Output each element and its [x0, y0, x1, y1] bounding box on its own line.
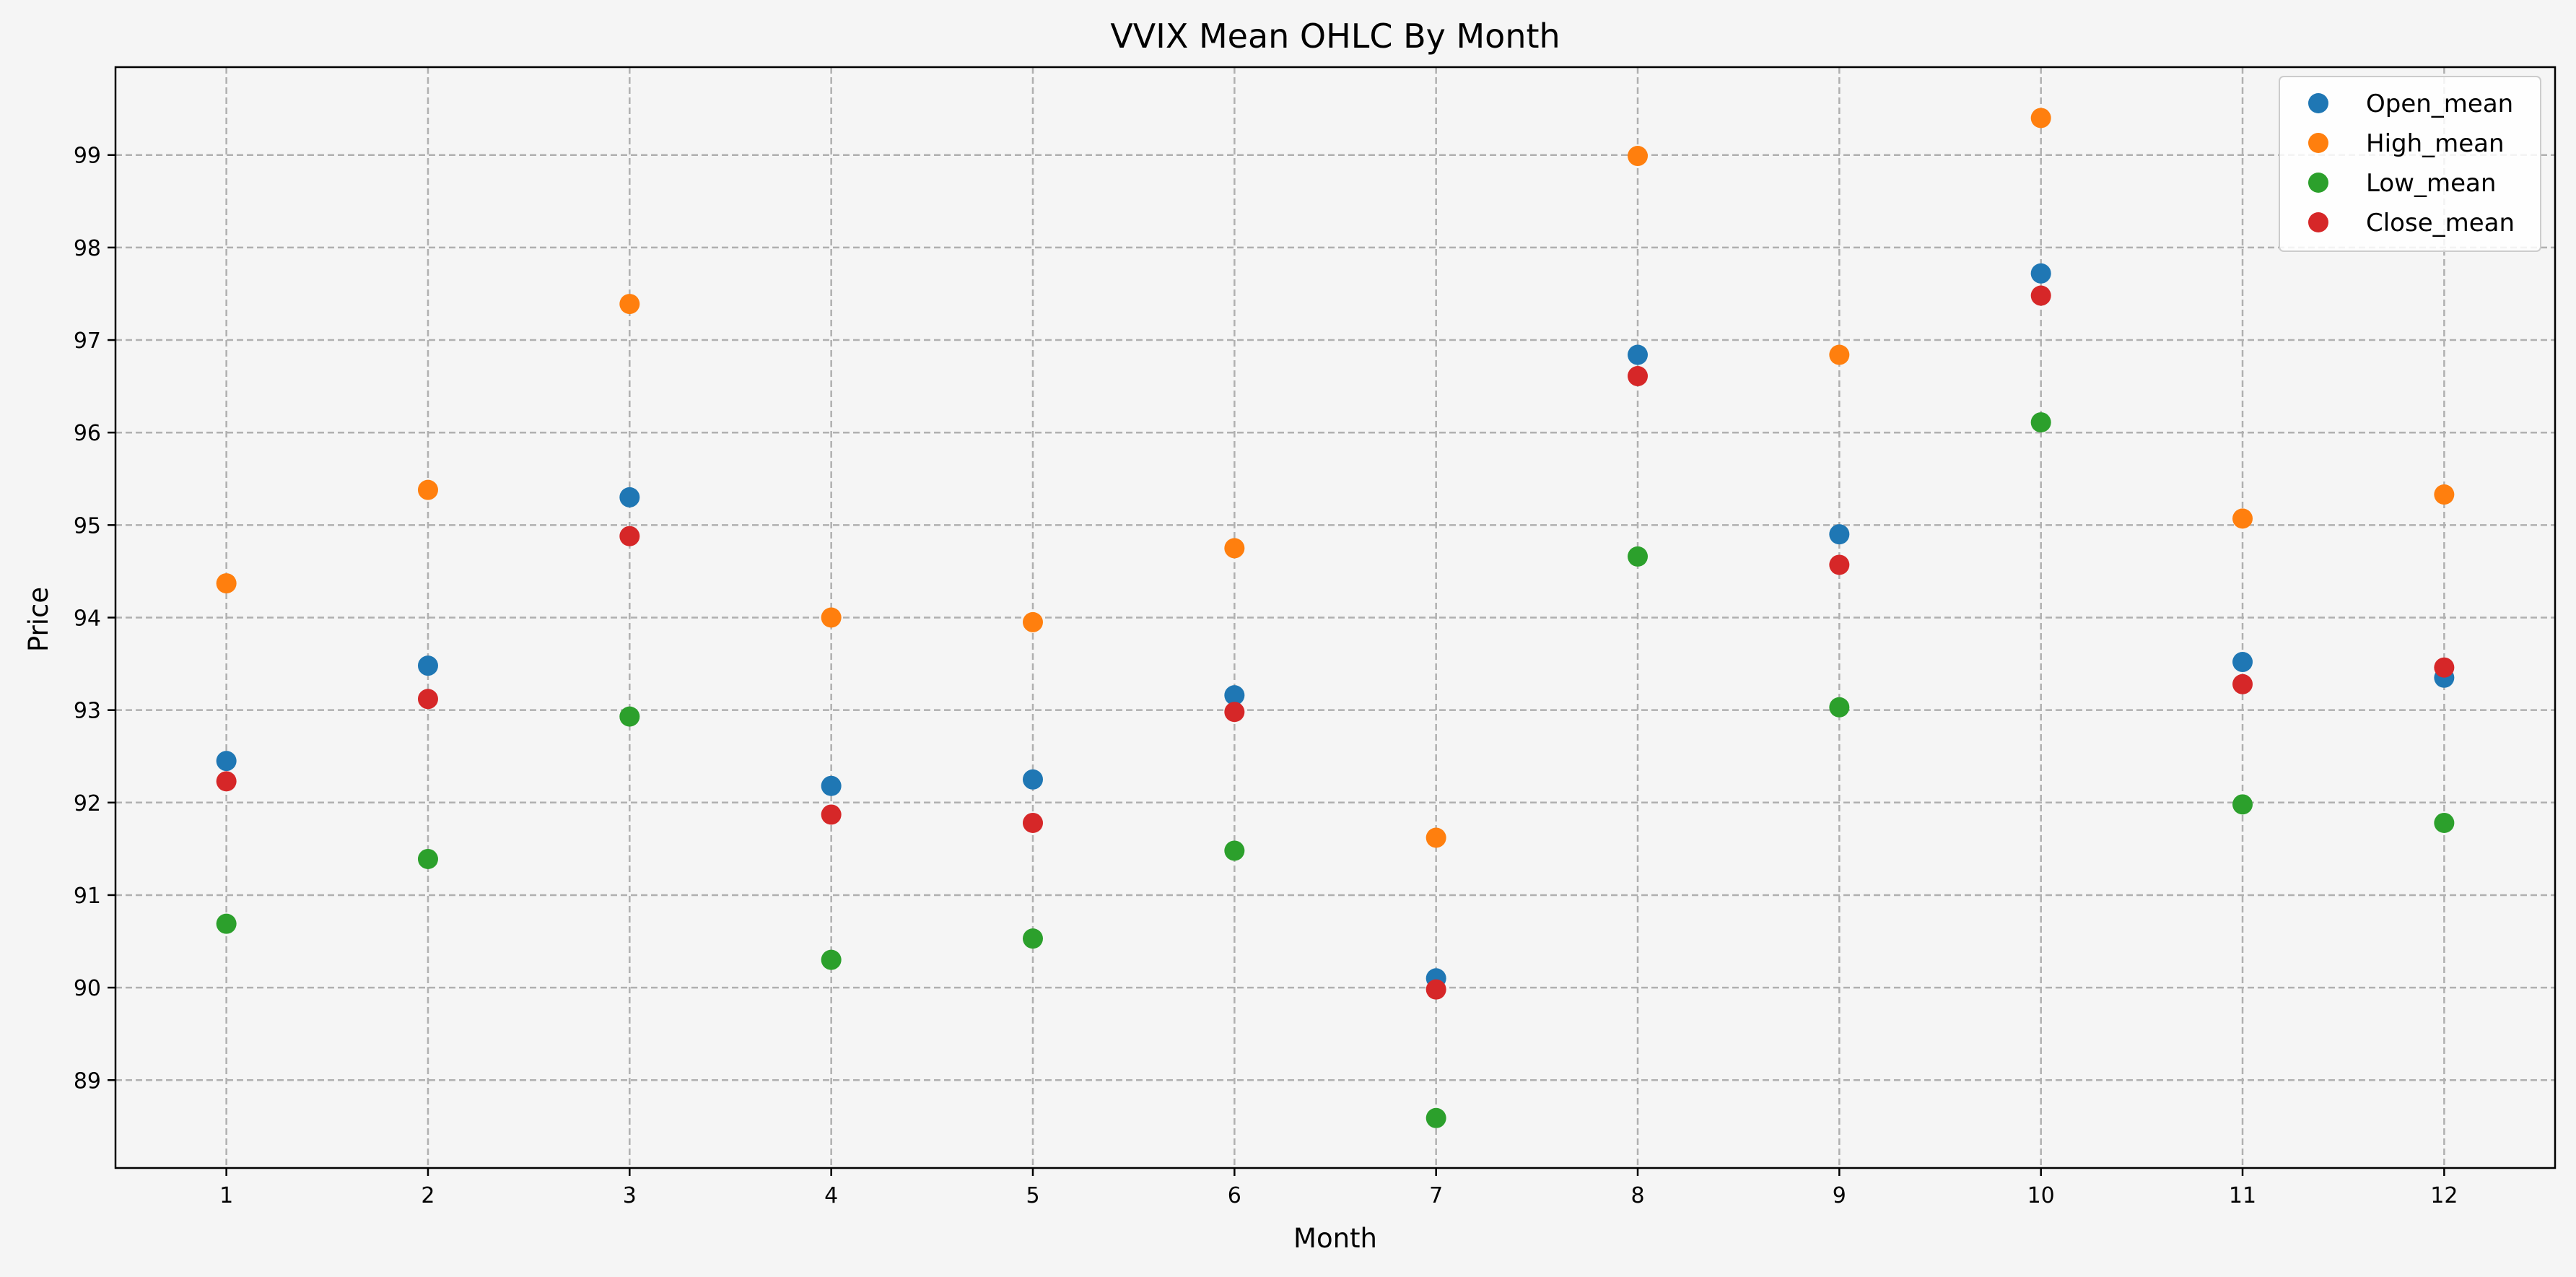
data-point-low-mean	[1829, 697, 1850, 718]
legend-label: Close_mean	[2366, 209, 2515, 237]
data-point-open-mean	[821, 775, 842, 796]
data-point-open-mean	[216, 751, 237, 772]
data-point-high-mean	[2232, 508, 2253, 529]
data-point-open-mean	[1224, 685, 1245, 706]
y-axis: 89 90 91 92 93 94 95 96 97 98 99	[74, 144, 115, 1094]
data-point-high-mean	[1628, 146, 1649, 167]
y-tick-label: 96	[74, 421, 101, 446]
data-point-low-mean	[2434, 812, 2455, 833]
x-axis: 1 2 3 4 5 6 7 8 9 10 11 12	[219, 1168, 2458, 1208]
x-tick-label: 10	[2027, 1183, 2055, 1208]
grid	[115, 67, 2555, 1168]
legend-label: High_mean	[2366, 129, 2505, 158]
data-point-high-mean	[619, 294, 640, 315]
x-tick-label: 4	[824, 1183, 838, 1208]
x-tick-label: 7	[1429, 1183, 1443, 1208]
data-point-high-mean	[2434, 484, 2455, 505]
data-point-low-mean	[216, 913, 237, 934]
data-point-low-mean	[821, 949, 842, 970]
legend-marker	[2308, 93, 2328, 113]
series-open-mean	[216, 263, 2455, 989]
data-point-close-mean	[1224, 702, 1245, 723]
x-tick-label: 5	[1026, 1183, 1039, 1208]
data-point-high-mean	[216, 573, 237, 594]
data-point-open-mean	[619, 487, 640, 507]
data-point-open-mean	[2030, 263, 2051, 284]
x-tick-label: 8	[1630, 1183, 1644, 1208]
legend-label: Open_mean	[2366, 90, 2513, 118]
data-point-close-mean	[1425, 979, 1446, 1000]
data-point-open-mean	[1829, 524, 1850, 545]
data-point-close-mean	[619, 526, 640, 546]
legend-box	[2279, 76, 2541, 252]
data-point-close-mean	[417, 689, 438, 710]
data-point-low-mean	[2232, 794, 2253, 815]
y-tick-label: 89	[74, 1068, 101, 1094]
data-point-high-mean	[1022, 611, 1043, 632]
y-tick-label: 92	[74, 791, 101, 816]
data-point-low-mean	[1022, 928, 1043, 949]
data-point-open-mean	[417, 655, 438, 676]
data-point-high-mean	[821, 607, 842, 628]
data-point-low-mean	[2030, 412, 2051, 433]
y-tick-label: 90	[74, 976, 101, 1001]
data-point-open-mean	[2232, 652, 2253, 673]
data-point-high-mean	[1224, 538, 1245, 559]
x-tick-label: 9	[1833, 1183, 1846, 1208]
legend-label: Low_mean	[2366, 169, 2496, 198]
x-tick-label: 2	[421, 1183, 435, 1208]
data-point-close-mean	[216, 771, 237, 792]
series-close-mean	[216, 285, 2455, 1000]
data-point-close-mean	[1829, 554, 1850, 575]
data-point-high-mean	[1425, 827, 1446, 848]
y-tick-label: 95	[74, 513, 101, 539]
x-tick-label: 3	[623, 1183, 637, 1208]
legend-marker	[2308, 212, 2328, 232]
data-point-close-mean	[821, 804, 842, 825]
y-tick-label: 98	[74, 236, 101, 261]
y-tick-label: 91	[74, 884, 101, 909]
data-point-high-mean	[2030, 108, 2051, 128]
y-tick-label: 93	[74, 699, 101, 724]
data-point-low-mean	[417, 848, 438, 869]
data-point-open-mean	[1628, 344, 1649, 365]
chart-title: VVIX Mean OHLC By Month	[1110, 17, 1560, 56]
series-low-mean	[216, 412, 2455, 1128]
x-tick-label: 6	[1228, 1183, 1241, 1208]
x-tick-label: 11	[2229, 1183, 2256, 1208]
data-point-close-mean	[2434, 657, 2455, 678]
data-point-high-mean	[417, 479, 438, 500]
data-point-close-mean	[2030, 285, 2051, 306]
legend: Open_mean High_mean Low_mean Close_mean	[2279, 76, 2541, 252]
data-point-low-mean	[619, 706, 640, 727]
y-axis-label: Price	[23, 587, 54, 652]
data-point-low-mean	[1628, 546, 1649, 567]
legend-marker	[2308, 173, 2328, 193]
legend-marker	[2308, 133, 2328, 153]
data-point-close-mean	[2232, 674, 2253, 694]
data-points	[216, 108, 2455, 1128]
series-high-mean	[216, 108, 2455, 848]
y-tick-label: 99	[74, 144, 101, 169]
y-tick-label: 97	[74, 328, 101, 354]
data-point-open-mean	[1022, 769, 1043, 790]
x-axis-label: Month	[1293, 1223, 1377, 1254]
data-point-low-mean	[1224, 840, 1245, 861]
data-point-high-mean	[1829, 344, 1850, 365]
data-point-close-mean	[1628, 366, 1649, 387]
data-point-close-mean	[1022, 812, 1043, 833]
data-point-low-mean	[1425, 1107, 1446, 1128]
x-tick-label: 12	[2430, 1183, 2458, 1208]
x-tick-label: 1	[219, 1183, 233, 1208]
y-tick-label: 94	[74, 606, 101, 632]
